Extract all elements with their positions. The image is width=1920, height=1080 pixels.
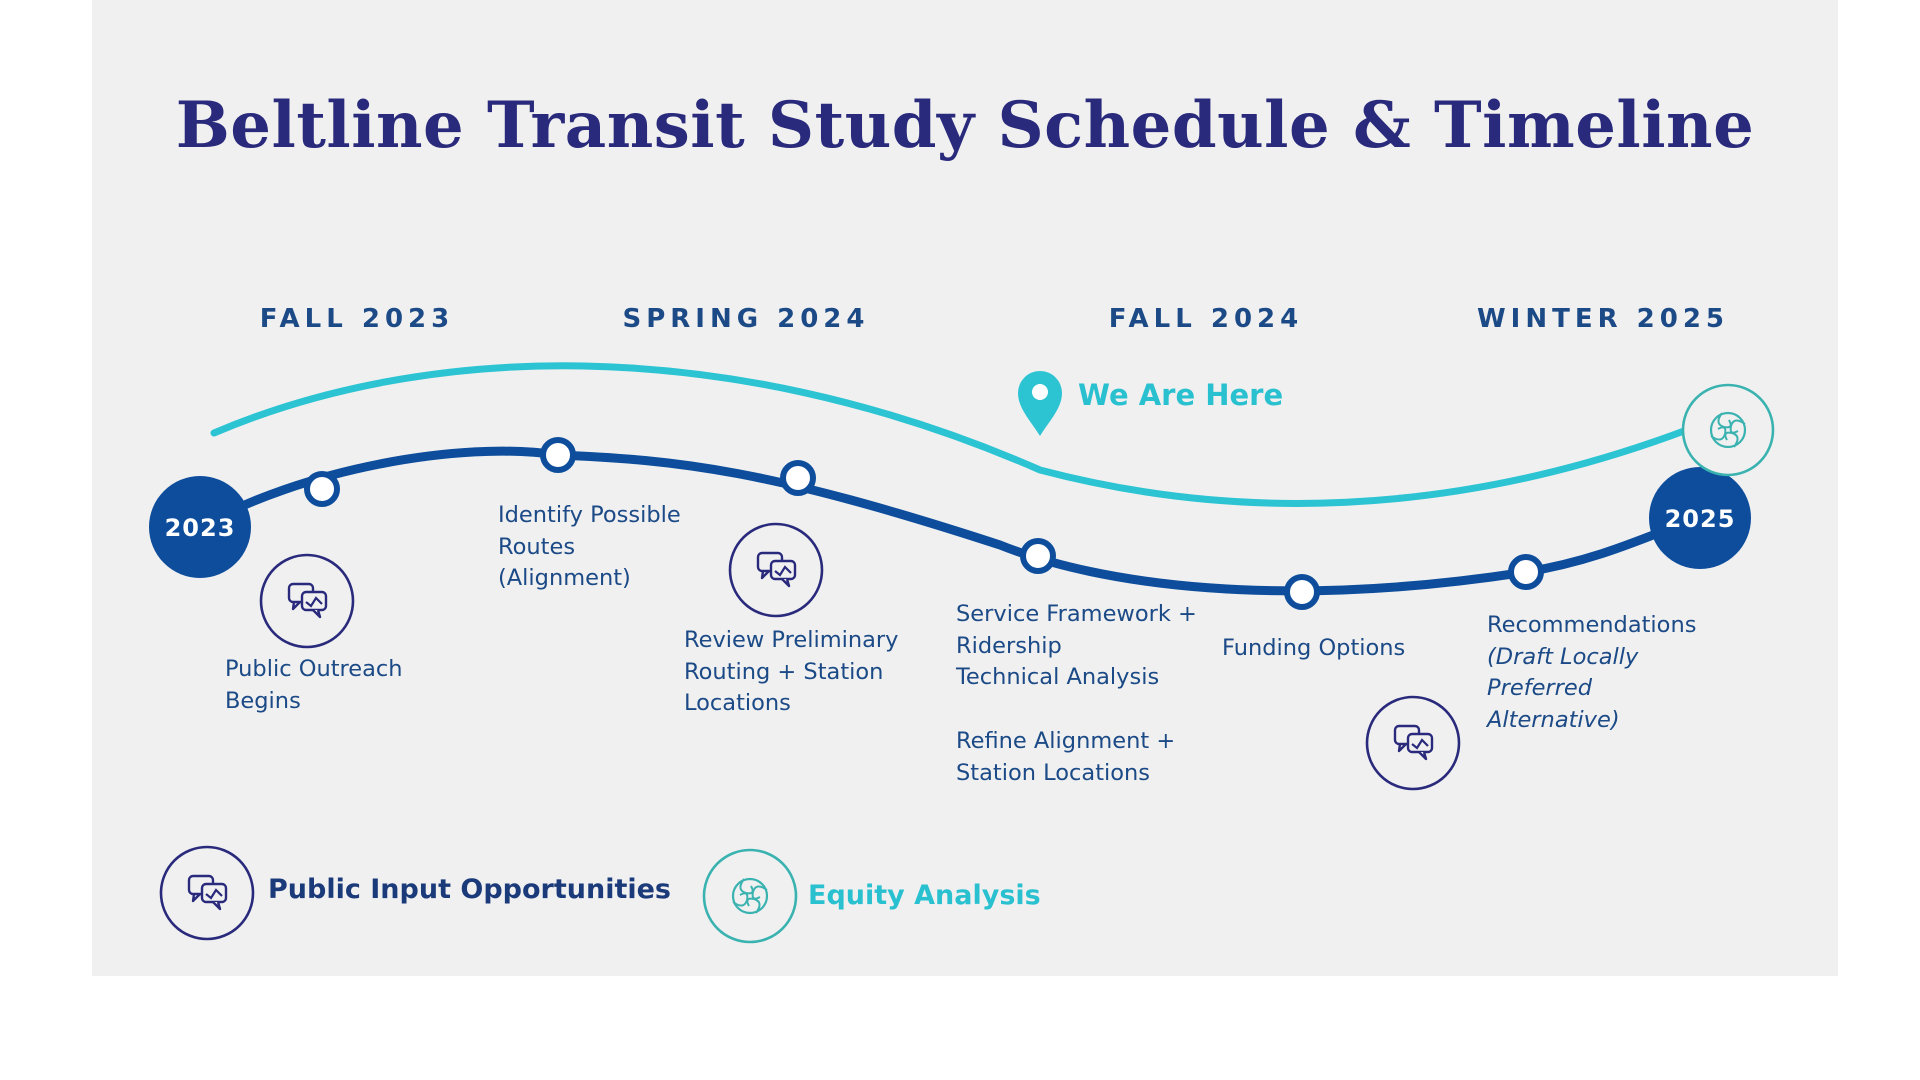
milestone-label-identify-routes: Identify Possible Routes (Alignment) [498, 502, 681, 591]
legend-speech-bubbles-icon [159, 845, 255, 941]
year-start-circle: 2023 [149, 476, 251, 578]
legend-public-input-label: Public Input Opportunities [268, 874, 671, 905]
milestone-node [780, 460, 816, 496]
speech-bubbles-icon [1365, 695, 1461, 791]
hands-circle-icon [1681, 383, 1775, 477]
season-spring-2024: SPRING 2024 [622, 304, 870, 334]
milestone-label-funding-options: Funding Options [1222, 635, 1406, 661]
milestone-node [1020, 538, 1056, 574]
milestone-node [304, 471, 340, 507]
season-winter-2025: WINTER 2025 [1476, 304, 1730, 334]
year-end-label: 2025 [1665, 505, 1736, 533]
speech-bubbles-icon [728, 522, 824, 618]
milestone-node [540, 437, 576, 473]
milestone-label-review-routing: Review Preliminary Routing + Station Locat… [684, 627, 899, 716]
milestone-label-refine-alignment: Refine Alignment + Station Locations [956, 728, 1176, 786]
milestone-node [1284, 574, 1320, 610]
map-pin-icon [1018, 371, 1062, 436]
season-fall-2023: FALL 2023 [259, 304, 455, 334]
background-panel [92, 0, 1838, 976]
navy-timeline-line [195, 446, 1705, 596]
year-end-circle: 2025 [1649, 467, 1751, 569]
we-are-here-label: We Are Here [1078, 378, 1284, 412]
milestone-node [1508, 554, 1544, 590]
page-title: Beltline Transit Study Schedule & Timeli… [175, 88, 1755, 163]
milestone-label-public-outreach: Public Outreach Begins [225, 656, 403, 714]
season-fall-2024: FALL 2024 [1108, 304, 1304, 334]
milestone-label-recommendations: Recommendations (Draft Locally Preferred… [1487, 612, 1697, 733]
legend-equity-label: Equity Analysis [808, 880, 1041, 911]
year-start-label: 2023 [165, 514, 236, 542]
legend-hands-circle-icon [702, 848, 798, 944]
milestone-label-service-framework: Service Framework + Ridership Technical An… [956, 601, 1197, 690]
teal-wave-line [210, 362, 1696, 507]
speech-bubbles-icon [259, 553, 355, 649]
